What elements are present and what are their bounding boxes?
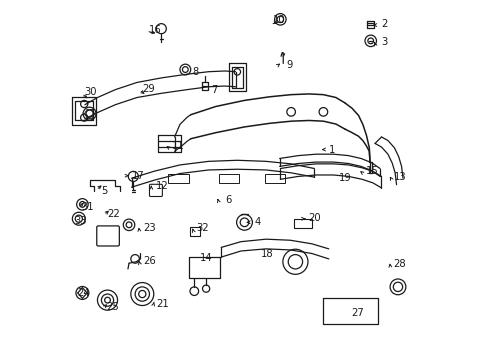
- Text: 3: 3: [381, 37, 386, 47]
- Text: 12: 12: [155, 181, 168, 192]
- Text: 5: 5: [101, 186, 107, 196]
- Text: 27: 27: [350, 309, 363, 318]
- Text: 32: 32: [196, 224, 208, 233]
- Text: 26: 26: [143, 256, 156, 266]
- Text: 8: 8: [191, 67, 198, 77]
- Text: 1: 1: [328, 144, 335, 154]
- Text: 20: 20: [307, 213, 320, 222]
- Text: 9: 9: [285, 59, 292, 69]
- Text: 30: 30: [84, 87, 97, 97]
- Text: 16: 16: [148, 25, 161, 35]
- Text: 4: 4: [254, 217, 261, 227]
- Text: 17: 17: [132, 171, 145, 181]
- Text: 11: 11: [171, 141, 184, 151]
- Text: 15: 15: [365, 166, 377, 176]
- Text: 13: 13: [393, 172, 406, 182]
- Text: 21: 21: [156, 299, 169, 309]
- Text: 33: 33: [75, 216, 87, 226]
- Text: 6: 6: [224, 195, 231, 205]
- Text: 23: 23: [143, 224, 156, 233]
- Text: 29: 29: [142, 84, 154, 94]
- Text: 22: 22: [107, 209, 120, 219]
- Text: 7: 7: [210, 85, 217, 95]
- Text: 25: 25: [106, 302, 119, 312]
- Text: 24: 24: [78, 288, 90, 298]
- Text: 14: 14: [199, 253, 212, 263]
- Text: 31: 31: [81, 202, 94, 212]
- Text: 19: 19: [339, 173, 351, 183]
- Text: 18: 18: [260, 248, 272, 258]
- Text: 2: 2: [380, 19, 387, 29]
- Text: 10: 10: [273, 15, 285, 26]
- Text: 28: 28: [392, 259, 405, 269]
